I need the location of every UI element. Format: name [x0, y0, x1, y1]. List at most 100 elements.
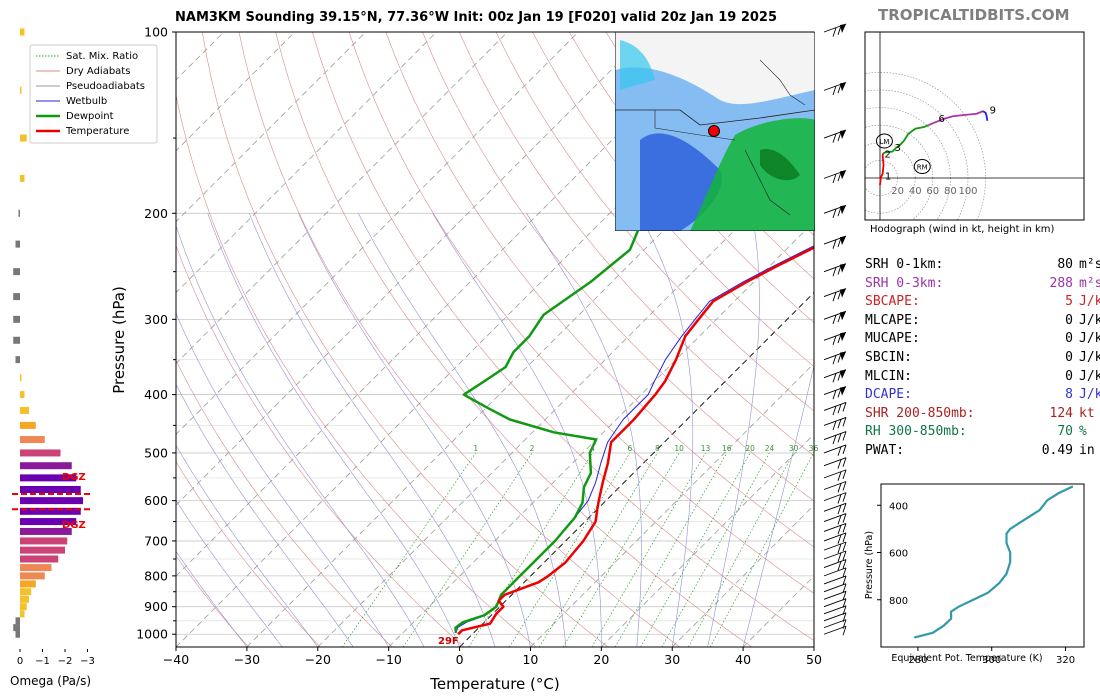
isotherm: [601, 433, 814, 647]
wind-barb: [823, 416, 847, 426]
parameter-label: SBCAPE:: [865, 294, 920, 310]
theta-e-x-tick-label: 300: [982, 655, 1001, 666]
wind-flag: [842, 469, 847, 480]
isotherm: [317, 150, 814, 647]
wind-flag: [832, 208, 837, 219]
wind-flag: [842, 583, 847, 593]
wind-barb: [823, 502, 847, 512]
wind-flag: [842, 402, 847, 412]
legend: Sat. Mix. Ratio Dry Adiabats Pseudoadiab…: [29, 44, 158, 144]
wind-flag: [837, 515, 842, 525]
wind-flag: [837, 131, 842, 141]
mixing-ratio-label: 4: [590, 444, 595, 453]
wind-flag: [837, 371, 842, 381]
omega-bar: [20, 588, 32, 596]
parameter-value: 0: [1065, 331, 1073, 347]
dry-adiabat: [176, 555, 249, 647]
parameter-value: 5: [1065, 294, 1073, 310]
mixing-ratio-label: 2: [530, 444, 535, 453]
hodograph-rings: [865, 32, 1084, 220]
wind-barb: [823, 532, 847, 542]
y-tick-label: 800: [144, 568, 168, 583]
theta-e-x-tick-label: 280: [908, 655, 927, 666]
wind-flag: [837, 534, 842, 544]
parameter-label: SRH 0-3km:: [865, 275, 944, 291]
hodo-tick-label: 100: [958, 186, 977, 197]
wind-pennant: [840, 170, 846, 180]
wind-flag: [832, 355, 837, 365]
parameter-value: 0: [1065, 349, 1073, 365]
y-tick-label: 300: [144, 312, 168, 327]
parameter-value: 0: [1065, 368, 1073, 384]
wind-flag: [842, 523, 847, 533]
mixing-ratio-line: [562, 452, 680, 647]
omega-bar: [20, 449, 61, 457]
wind-flag: [842, 575, 847, 586]
mixing-ratio-label: 20: [745, 444, 755, 453]
wind-flag: [832, 335, 837, 346]
wind-flag: [842, 481, 847, 491]
hodo-marker-ring: [875, 133, 893, 149]
mixing-ratio-label: 30: [789, 444, 799, 453]
isotherm: [0, 32, 11, 647]
isotherm: [176, 32, 437, 294]
wind-barb: [823, 431, 847, 440]
omega-profile: 0 −1 −2 −3 DGZ DGZ: [12, 28, 95, 667]
wind-barb: [823, 559, 847, 568]
wind-barb: [823, 605, 847, 615]
parameter-label: RH 300-850mb:: [865, 424, 967, 440]
isotherm: [176, 32, 579, 435]
dgz-label: DGZ: [62, 472, 86, 483]
mixing-ratio-line: [640, 452, 751, 647]
wind-barbs: [823, 23, 847, 636]
parameter-value: 80: [1057, 257, 1073, 272]
wind-flag: [832, 434, 837, 445]
y-tick-label: 700: [144, 533, 168, 548]
wind-flag: [842, 513, 847, 523]
theta-e-y-tick-label: 400: [889, 501, 908, 512]
parameter-unit: J/kg: [1079, 312, 1100, 328]
wind-barb: [823, 550, 847, 560]
wind-flag: [842, 431, 847, 441]
omega-tick-label: −1: [35, 656, 50, 667]
wind-pennant: [840, 332, 846, 342]
wind-flag: [837, 543, 842, 554]
dry-adiabat: [422, 32, 814, 502]
wind-flag: [837, 459, 842, 469]
wind-flag: [837, 237, 842, 248]
hodo-tick-label: 80: [944, 186, 957, 197]
isotherm: [176, 32, 508, 365]
y-tick-label: 900: [144, 599, 168, 614]
pseudoadiabat: [249, 213, 496, 647]
pseudoadiabat: [432, 213, 602, 647]
hodo-segment: [882, 124, 929, 155]
surface-temp-label: 29F: [438, 636, 459, 647]
wind-pennant: [840, 236, 846, 246]
wind-flag: [837, 561, 842, 571]
skew-t-axes: −40 −30 −20 −10 0 10 20 30 40 50 100 200 300 400 500 60…: [136, 25, 822, 668]
legend-temperature: Temperature: [65, 126, 129, 137]
legend-box: [29, 44, 158, 144]
pseudoadiabat: [358, 213, 567, 647]
wind-flag: [837, 353, 842, 363]
dgz-label: DGZ: [62, 520, 86, 531]
wind-pennant: [840, 24, 846, 33]
mixing-ratio-line: [402, 452, 533, 647]
parameter-row: PWAT: 0.49 in: [865, 442, 1100, 461]
mixing-ratio-line: [687, 452, 794, 647]
parameter-label: SHR 200-850mb:: [865, 405, 975, 421]
legend-wetbulb: Wetbulb: [66, 96, 107, 107]
theta-e-x-tick-label: 320: [1056, 655, 1075, 666]
parameter-unit: J/kg: [1079, 294, 1100, 310]
mixing-ratio-line: [341, 452, 477, 647]
omega-bar: [20, 546, 65, 554]
wind-flag: [837, 25, 842, 35]
isotherm: [176, 32, 296, 152]
wind-barb: [823, 481, 847, 490]
wind-flag: [837, 419, 842, 429]
mixing-ratio-label: 8: [655, 444, 660, 453]
omega-bar: [20, 564, 52, 572]
omega-bar: [13, 268, 20, 276]
mixing-ratio-line: [468, 452, 593, 647]
